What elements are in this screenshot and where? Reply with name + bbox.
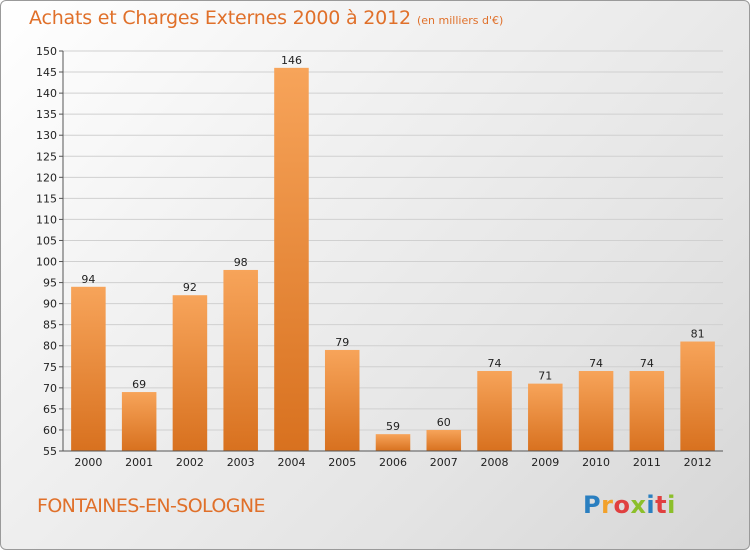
- bar: [375, 434, 411, 451]
- bar: [274, 67, 309, 451]
- x-tick-label: 2010: [582, 456, 610, 469]
- y-tick-label: 100: [36, 256, 57, 269]
- bar: [578, 371, 614, 451]
- y-tick-label: 55: [43, 445, 57, 458]
- logo-letter: r: [601, 491, 614, 519]
- commune-name: FONTAINES-EN-SOLOGNE: [37, 495, 265, 517]
- grid-lines: [63, 50, 723, 452]
- y-tick-label: 60: [43, 424, 57, 437]
- data-label: 74: [640, 357, 654, 370]
- x-tick-label: 2004: [277, 456, 305, 469]
- bar: [324, 349, 360, 451]
- data-label: 60: [437, 416, 451, 429]
- x-tick-label: 2012: [684, 456, 712, 469]
- bar: [680, 341, 715, 451]
- x-tick-label: 2001: [125, 456, 153, 469]
- y-tick-label: 90: [43, 298, 57, 311]
- bar: [71, 286, 106, 451]
- y-tick-label: 120: [36, 171, 57, 184]
- y-tick-label: 105: [36, 234, 57, 247]
- data-label: 69: [132, 378, 146, 391]
- logo-letter: i: [667, 491, 676, 519]
- x-tick-label: 2002: [176, 456, 204, 469]
- bar: [477, 371, 512, 451]
- bar: [528, 383, 563, 451]
- x-tick-label: 2000: [74, 456, 102, 469]
- x-tick-label: 2003: [227, 456, 255, 469]
- x-axis: 2000 2001 2002 2003 2004 2005 2006 2007 2008 2009…: [63, 450, 723, 469]
- proxiti-logo[interactable]: Proxiti: [583, 491, 676, 519]
- y-tick-label: 110: [36, 213, 57, 226]
- data-label: 146: [281, 54, 302, 67]
- x-tick-label: 2005: [328, 456, 356, 469]
- logo-letter: i: [646, 491, 656, 519]
- bar: [172, 295, 208, 451]
- data-label: 59: [386, 420, 400, 433]
- y-tick-label: 150: [36, 45, 57, 58]
- logo-letter: t: [655, 491, 668, 519]
- bars: 94 69 92 98 146 79 59 60 74 71 74 74 81: [71, 54, 715, 451]
- x-tick-label: 2011: [633, 456, 661, 469]
- data-label: 74: [589, 357, 603, 370]
- y-tick-label: 130: [36, 129, 57, 142]
- x-tick-label: 2007: [430, 456, 458, 469]
- data-label: 94: [81, 273, 95, 286]
- y-tick-label: 145: [36, 66, 57, 79]
- y-tick-label: 80: [43, 340, 57, 353]
- data-label: 92: [183, 281, 197, 294]
- chart-title: Achats et Charges Externes 2000 à 2012: [29, 7, 411, 29]
- bar: [629, 371, 665, 451]
- y-tick-label: 135: [36, 108, 57, 121]
- y-tick-label: 70: [43, 382, 57, 395]
- x-tick-label: 2008: [481, 456, 509, 469]
- data-label: 79: [335, 336, 349, 349]
- y-tick-label: 75: [43, 361, 57, 374]
- y-tick-label: 140: [36, 87, 57, 100]
- data-label: 81: [691, 328, 705, 341]
- data-label: 74: [488, 357, 502, 370]
- bar: [223, 269, 258, 451]
- y-tick-label: 125: [36, 150, 57, 163]
- y-tick-label: 85: [43, 319, 57, 332]
- y-tick-label: 95: [43, 277, 57, 290]
- x-tick-label: 2006: [379, 456, 407, 469]
- x-tick-label: 2009: [531, 456, 559, 469]
- y-tick-label: 65: [43, 403, 57, 416]
- logo-letter: o: [613, 491, 631, 519]
- bar: [426, 429, 462, 451]
- bar: [121, 392, 157, 451]
- y-axis: 55 60 65 70 75 80 85 90 95 100 105 110 115 120 125 130 1…: [36, 45, 64, 458]
- data-label: 71: [538, 370, 552, 383]
- logo-letter: P: [583, 491, 602, 519]
- chart-subtitle: (en milliers d'€): [417, 14, 504, 27]
- data-label: 98: [234, 256, 248, 269]
- y-tick-label: 115: [36, 192, 57, 205]
- logo-letter: x: [630, 491, 647, 519]
